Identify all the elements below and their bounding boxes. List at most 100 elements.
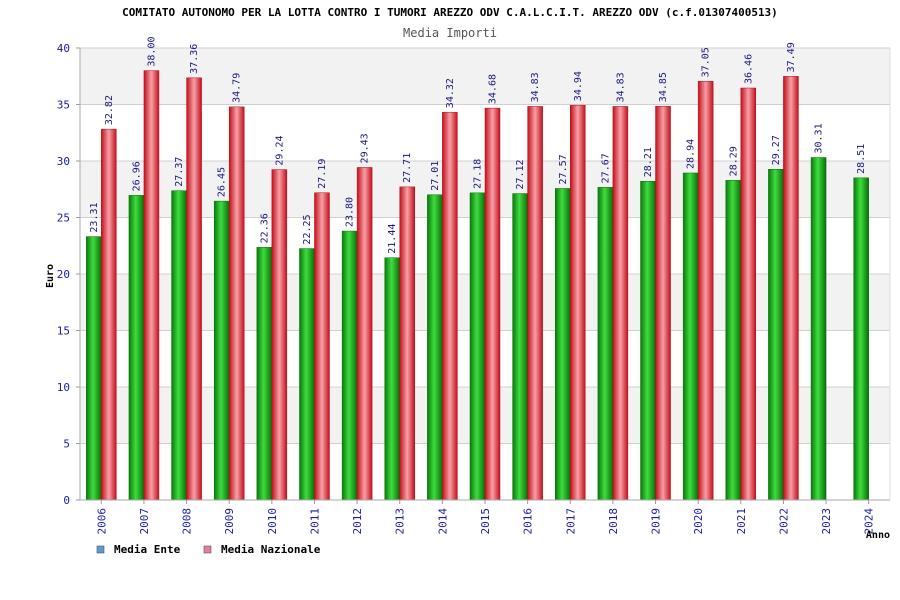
x-tick-label: 2019 <box>650 508 663 535</box>
bar-media-ente <box>171 190 187 501</box>
bar-label-media-nazionale: 34.32 <box>445 78 456 108</box>
bar-media-ente <box>256 247 273 501</box>
legend-swatch-media-ente <box>96 545 105 554</box>
x-tick-label: 2023 <box>820 508 833 535</box>
x-tick-label: 2014 <box>436 508 449 535</box>
bar-label-media-nazionale: 34.85 <box>658 72 669 102</box>
x-tick-label: 2008 <box>181 508 194 535</box>
y-axis-ticks: 0 5 10 15 20 25 30 35 40 <box>57 42 80 507</box>
x-axis-ticks: 2006 2007 2008 2009 2010 2011 2012 2013 2014 2015… <box>95 500 876 535</box>
bar-media-nazionale <box>527 106 543 501</box>
bar-media-nazionale <box>783 76 799 501</box>
bar-label-media-ente: 29.27 <box>771 135 782 165</box>
x-axis-label: Anno <box>866 530 890 541</box>
y-tick-label: 15 <box>57 325 70 338</box>
bar-media-ente <box>597 187 614 501</box>
bar-label-media-ente: 27.37 <box>174 157 185 187</box>
bar-media-ente <box>682 172 699 501</box>
bar-media-nazionale <box>612 106 629 501</box>
bar-label-media-nazionale: 27.71 <box>402 153 413 183</box>
bar-label-media-ente: 27.57 <box>558 154 569 184</box>
bar-label-media-ente: 21.44 <box>387 224 398 254</box>
x-tick-label: 2006 <box>95 508 108 535</box>
bar-media-ente <box>384 257 400 501</box>
legend: Media Ente Media Nazionale <box>96 543 321 556</box>
bar-label-media-ente: 22.25 <box>302 214 313 244</box>
y-tick-label: 35 <box>57 99 70 112</box>
bar-media-ente <box>341 230 358 501</box>
x-tick-label: 2012 <box>351 508 364 535</box>
bar-media-ente <box>555 188 571 501</box>
bar-media-ente <box>299 248 315 501</box>
bar-media-ente <box>469 192 486 501</box>
bar-label-media-nazionale: 37.05 <box>701 47 712 77</box>
bar-label-media-ente: 27.01 <box>430 161 441 191</box>
bar-media-nazionale <box>484 107 501 501</box>
bar-media-nazionale <box>740 87 757 501</box>
bar-label-media-ente: 26.45 <box>217 167 228 197</box>
bar-media-nazionale <box>356 167 373 501</box>
bar-label-media-nazionale: 29.24 <box>274 135 285 165</box>
bar-media-ente <box>512 193 528 501</box>
bar-label-media-nazionale: 34.68 <box>488 74 499 104</box>
x-tick-label: 2021 <box>735 508 748 535</box>
bar-label-media-nazionale: 27.19 <box>317 159 328 189</box>
bar-label-media-nazionale: 29.43 <box>360 133 371 163</box>
x-tick-label: 2009 <box>223 508 236 535</box>
bar-media-ente <box>810 157 827 501</box>
bar-label-media-nazionale: 34.79 <box>232 73 243 103</box>
bar-label-media-ente: 28.94 <box>686 139 697 169</box>
x-tick-label: 2013 <box>394 508 407 535</box>
chart-title: COMITATO AUTONOMO PER LA LOTTA CONTRO I … <box>122 6 778 19</box>
bar-label-media-ente: 30.31 <box>814 123 825 153</box>
bar-label-media-ente: 27.67 <box>600 153 611 183</box>
x-tick-label: 2024 <box>863 508 876 535</box>
bar-media-nazionale <box>399 186 415 501</box>
x-tick-label: 2020 <box>692 508 705 535</box>
bar-labels: 23.31 32.82 26.96 38.00 27.37 37.36 26.45 34.79… <box>89 36 867 253</box>
y-tick-label: 25 <box>57 212 70 225</box>
bar-media-nazionale <box>271 169 288 501</box>
y-tick-label: 30 <box>57 155 70 168</box>
bar-label-media-nazionale: 32.82 <box>104 95 115 125</box>
x-tick-label: 2015 <box>479 508 492 535</box>
x-tick-label: 2022 <box>777 508 790 535</box>
y-tick-label: 10 <box>57 381 70 394</box>
legend-swatch-media-nazionale <box>203 545 212 554</box>
bar-label-media-nazionale: 37.49 <box>786 42 797 72</box>
bar-media-ente <box>853 177 869 501</box>
y-tick-label: 40 <box>57 42 70 55</box>
y-tick-label: 0 <box>63 494 70 507</box>
y-tick-label: 5 <box>63 438 70 451</box>
x-tick-label: 2007 <box>138 508 151 535</box>
bar-media-ente <box>128 195 145 501</box>
bar-label-media-ente: 28.29 <box>728 146 739 176</box>
bar-media-ente <box>213 200 230 501</box>
y-axis-label: Euro <box>45 264 56 288</box>
x-tick-label: 2011 <box>308 508 321 535</box>
bar-label-media-ente: 28.51 <box>856 144 867 174</box>
bar-label-media-nazionale: 37.36 <box>189 44 200 74</box>
bar-media-ente <box>725 180 742 501</box>
bar-media-nazionale <box>442 111 458 501</box>
bar-label-media-nazionale: 38.00 <box>146 36 157 66</box>
legend-label-media-nazionale: Media Nazionale <box>221 543 321 556</box>
x-tick-label: 2010 <box>266 508 279 535</box>
bar-label-media-ente: 28.21 <box>643 147 654 177</box>
bar-label-media-nazionale: 34.83 <box>530 72 541 102</box>
bar-label-media-ente: 26.96 <box>131 161 142 191</box>
bar-media-nazionale <box>314 192 330 501</box>
legend-label-media-ente: Media Ente <box>114 543 181 556</box>
bar-media-ente <box>640 180 656 501</box>
bar-label-media-ente: 27.18 <box>473 159 484 189</box>
bar-label-media-ente: 23.80 <box>345 197 356 227</box>
bar-label-media-nazionale: 34.83 <box>615 72 626 102</box>
y-tick-label: 20 <box>57 268 70 281</box>
bar-media-ente <box>427 194 443 501</box>
bar-label-media-ente: 22.36 <box>259 213 270 243</box>
bar-media-nazionale <box>697 81 714 501</box>
bar-label-media-ente: 23.31 <box>89 202 100 232</box>
bar-media-nazionale <box>570 104 586 501</box>
x-tick-label: 2016 <box>522 508 535 535</box>
